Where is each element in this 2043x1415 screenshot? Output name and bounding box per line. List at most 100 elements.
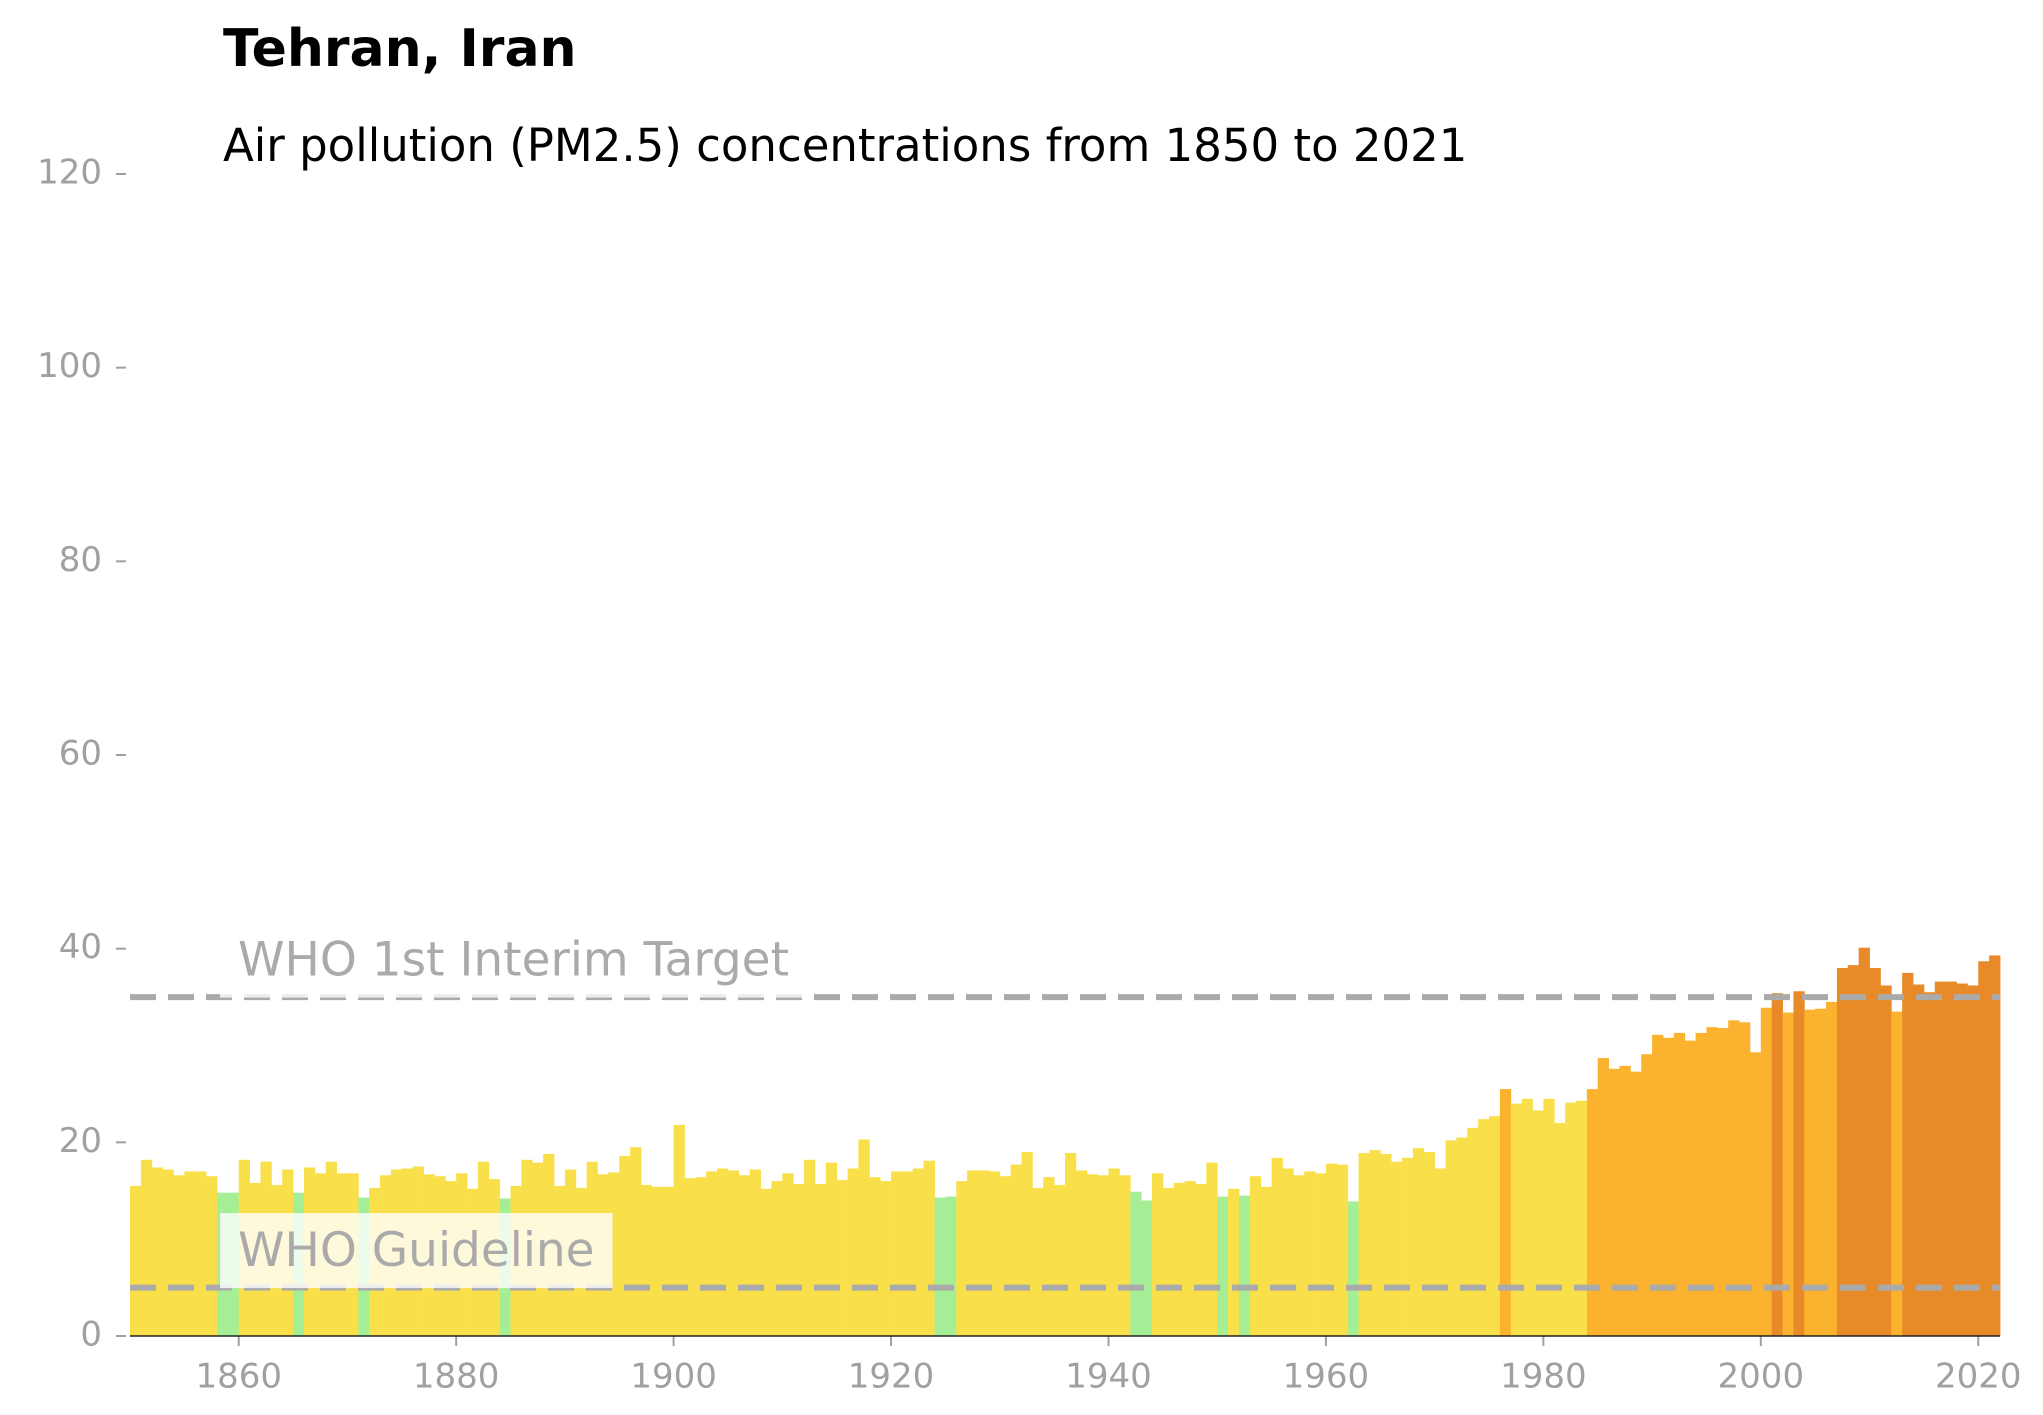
bar: [1315, 1173, 1327, 1336]
bar: [956, 1181, 968, 1336]
y-tick-label: 80: [59, 540, 102, 580]
bar: [1260, 1186, 1272, 1336]
bar: [1597, 1058, 1610, 1336]
bar: [999, 1176, 1012, 1336]
bar: [1456, 1137, 1468, 1336]
bar: [912, 1168, 925, 1336]
bar: [1445, 1140, 1457, 1336]
bar: [1869, 968, 1881, 1336]
bar: [978, 1170, 990, 1336]
bar: [173, 1175, 185, 1336]
bar: [1380, 1153, 1392, 1336]
bar: [151, 1167, 164, 1336]
bar: [1543, 1098, 1555, 1336]
reference-label: WHO 1st Interim Target: [238, 933, 789, 988]
bar: [1108, 1168, 1120, 1336]
x-tick-label: 1960: [1283, 1357, 1370, 1397]
bar: [1054, 1184, 1066, 1336]
label-background: [220, 1213, 613, 1289]
bar: [923, 1160, 935, 1336]
bar: [1489, 1116, 1501, 1336]
reference-label: WHO Guideline: [238, 1223, 595, 1278]
bar: [1913, 984, 1925, 1336]
x-tick-label: 1880: [413, 1357, 500, 1397]
bar: [1228, 1188, 1240, 1336]
bar: [760, 1188, 772, 1336]
bar: [130, 1185, 142, 1336]
x-tick-label: 1900: [630, 1357, 717, 1397]
bar: [619, 1155, 631, 1336]
bar: [1206, 1162, 1218, 1336]
bar: [1412, 1148, 1425, 1336]
bar: [1499, 1089, 1512, 1336]
bar: [967, 1170, 979, 1336]
bar: [1858, 947, 1870, 1336]
bar: [1652, 1034, 1664, 1336]
bar: [1282, 1168, 1294, 1336]
bar: [1815, 1008, 1827, 1336]
bar: [1706, 1027, 1718, 1336]
bar: [1043, 1177, 1055, 1336]
bar: [1641, 1054, 1653, 1336]
bar: [1662, 1037, 1675, 1336]
bar: [184, 1171, 196, 1336]
bar: [1554, 1122, 1566, 1336]
bar: [630, 1147, 642, 1336]
bar: [1010, 1164, 1022, 1336]
bar: [891, 1171, 903, 1336]
bar: [1347, 1201, 1359, 1336]
bar: [1880, 985, 1892, 1336]
bar: [206, 1176, 218, 1336]
bar: [1771, 993, 1783, 1336]
bar: [1760, 1007, 1773, 1336]
bar: [1717, 1028, 1729, 1336]
y-tick-label: 60: [59, 734, 102, 774]
chart-subtitle: Air pollution (PM2.5) concentrations fro…: [223, 119, 1467, 172]
y-tick-label: 40: [59, 927, 102, 967]
bar: [1749, 1052, 1762, 1336]
bar: [1086, 1174, 1099, 1336]
bar: [1271, 1157, 1283, 1336]
bar: [1619, 1065, 1631, 1336]
bar: [1075, 1170, 1088, 1336]
bar: [1119, 1175, 1131, 1336]
bar: [695, 1177, 707, 1336]
bar: [1586, 1089, 1599, 1336]
bar: [1945, 981, 1957, 1336]
bar: [782, 1173, 794, 1336]
bar: [1391, 1161, 1403, 1336]
bar: [1195, 1183, 1207, 1336]
bar: [804, 1159, 816, 1336]
bar: [1369, 1150, 1381, 1336]
bar: [162, 1169, 174, 1336]
x-tick-label: 1920: [848, 1357, 935, 1397]
bar: [1782, 1012, 1794, 1336]
bar: [1021, 1152, 1033, 1336]
bar: [1695, 1032, 1707, 1336]
bar: [1130, 1191, 1142, 1336]
bar: [988, 1171, 1001, 1336]
bar: [1934, 981, 1947, 1336]
bar: [1521, 1098, 1533, 1336]
bar: [195, 1171, 207, 1336]
bar: [640, 1184, 653, 1336]
bar: [1173, 1183, 1185, 1336]
bar: [1293, 1175, 1305, 1336]
bar: [1467, 1127, 1479, 1336]
bar: [1097, 1175, 1109, 1336]
bar: [1902, 972, 1914, 1336]
bar: [793, 1183, 805, 1336]
x-tick-label: 1860: [195, 1357, 282, 1397]
y-tick-label: 0: [80, 1315, 102, 1355]
y-tick-label: 120: [37, 153, 102, 193]
label-background: [220, 922, 808, 998]
bar: [1217, 1196, 1229, 1336]
bar: [1065, 1152, 1077, 1336]
bar: [1325, 1163, 1338, 1336]
bar: [1434, 1168, 1446, 1336]
bar: [673, 1124, 685, 1336]
bar: [1184, 1181, 1196, 1336]
x-tick-label: 2000: [1718, 1357, 1805, 1397]
bar: [1249, 1176, 1262, 1336]
bar: [847, 1168, 859, 1336]
